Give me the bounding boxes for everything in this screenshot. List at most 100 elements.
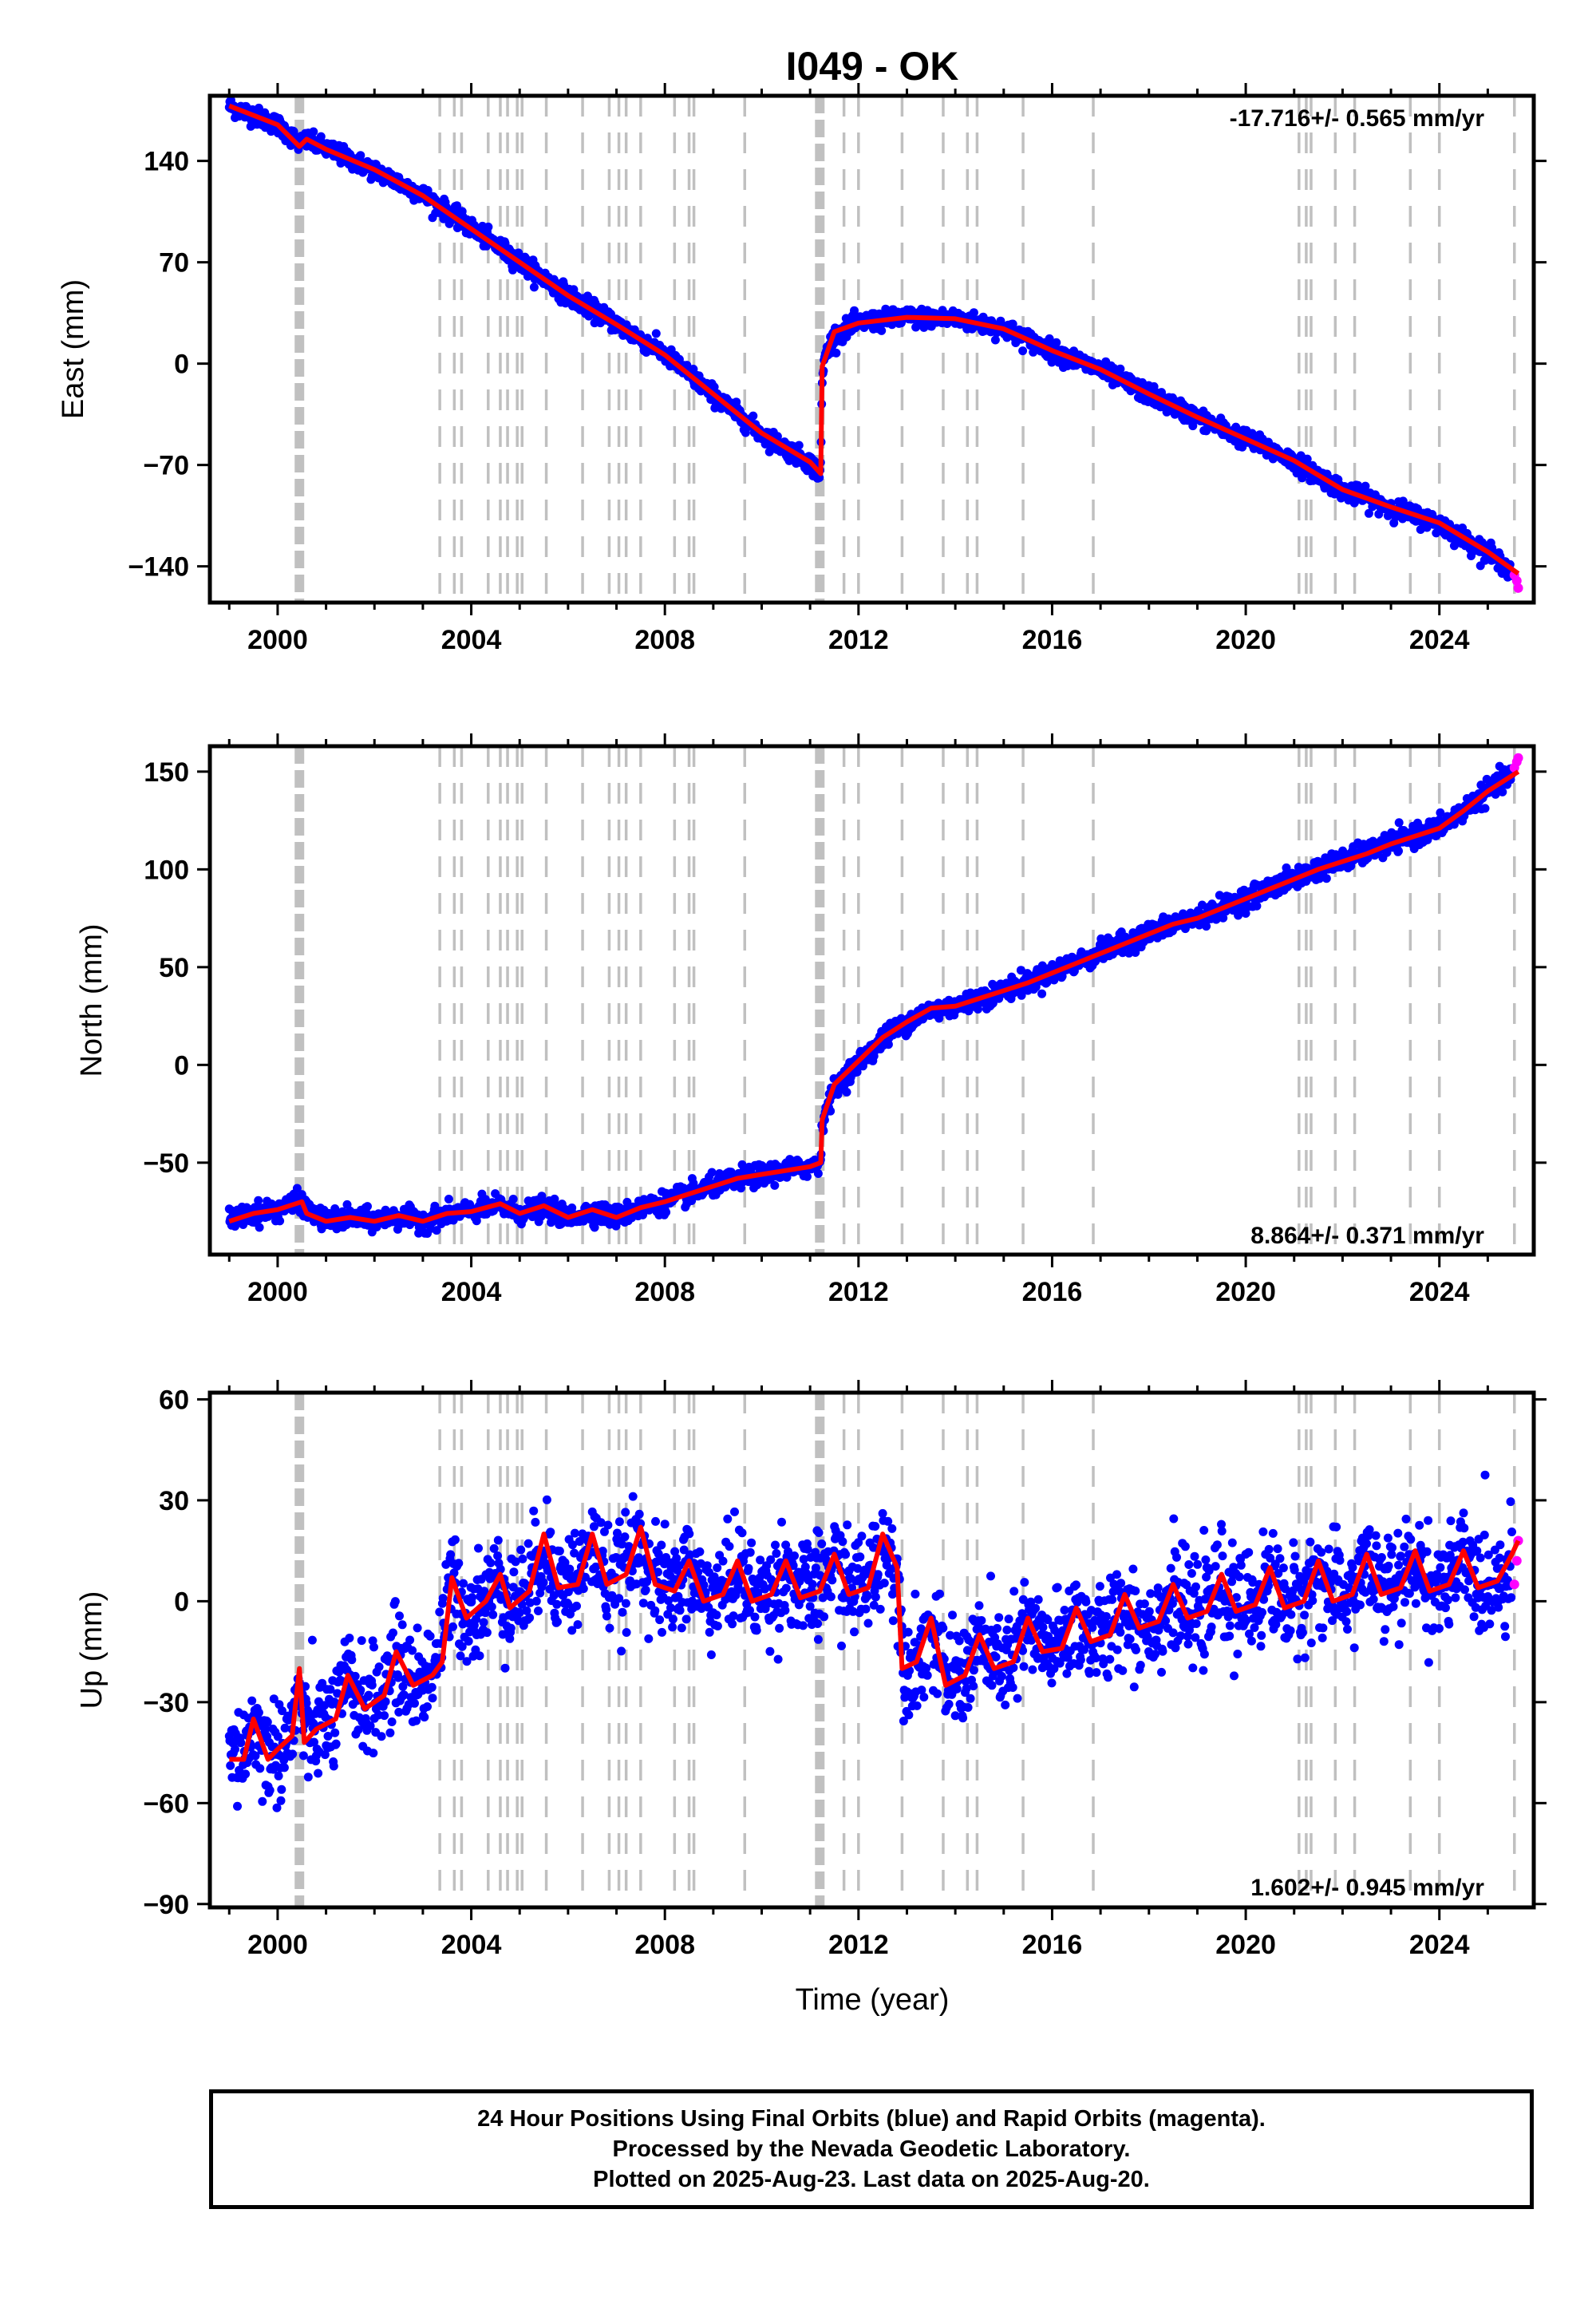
north-final-orbit-point [1131, 948, 1140, 957]
north-x-tick-label: 2016 [1022, 1277, 1083, 1307]
north-final-orbit-point [770, 1180, 780, 1190]
east-final-orbit-point [877, 326, 887, 335]
east-final-orbit-point [911, 322, 921, 332]
north-final-orbit-point [444, 1195, 453, 1203]
north-final-orbit-point [1017, 990, 1026, 1000]
up-final-orbit-point [272, 1803, 282, 1812]
up-final-orbit-point [307, 1635, 317, 1645]
up-panel: 2000 2004 2008 2012 2016 2020 202460300−30−60−… [75, 1380, 1547, 1960]
north-final-orbit-point [813, 1169, 823, 1178]
north-x-tick-label: 2024 [1409, 1277, 1470, 1307]
up-final-orbit-point [274, 1771, 283, 1780]
east-x-tick-label: 2020 [1215, 625, 1276, 655]
north-final-orbit-point [1321, 874, 1331, 883]
east-rapid-orbit-point [1511, 575, 1522, 586]
north-frame [207, 744, 1536, 1257]
north-x-tick-label: 2020 [1215, 1277, 1276, 1307]
north-y-tick-label: 0 [174, 1050, 189, 1081]
north-final-orbit-point [590, 1223, 599, 1232]
up-final-orbit-point [331, 1739, 341, 1749]
east-final-orbit-point [529, 283, 539, 292]
up-final-orbit-point [236, 1738, 246, 1748]
north-final-orbit-point [1252, 901, 1262, 911]
up-final-orbit-point [254, 1708, 263, 1717]
north-final-orbit-point [1498, 787, 1507, 796]
north-y-axis-label: North (mm) [75, 923, 109, 1077]
up-final-orbit-point [380, 1711, 389, 1721]
east-final-orbit-point [514, 248, 523, 258]
north-final-orbit-point [1037, 989, 1047, 998]
east-final-orbit-point [709, 382, 719, 392]
north-model-fit-line [228, 769, 1520, 1224]
east-final-orbit-point [651, 329, 661, 338]
east-panel: 2000 2004 2008 2012 2016 2020 2024140700−70−14… [57, 83, 1547, 655]
up-final-orbit-point [314, 1769, 323, 1778]
up-final-orbit-point [350, 1671, 360, 1681]
north-final-orbit-point [432, 1226, 441, 1235]
up-final-orbit-point [326, 1685, 335, 1694]
up-final-orbit-point [369, 1749, 378, 1758]
up-final-orbit-point [231, 1745, 239, 1754]
up-final-orbit-point [369, 1642, 378, 1652]
north-final-orbit-point [1118, 948, 1128, 958]
up-final-orbit-point [377, 1732, 386, 1741]
up-final-orbit-point [385, 1728, 395, 1737]
east-plot-area [224, 96, 1523, 603]
north-panel: 2000 2004 2008 2012 2016 2020 2024150100500−50… [75, 733, 1547, 1307]
north-final-orbit-point [842, 1088, 851, 1097]
up-final-orbit-point [318, 1678, 327, 1688]
north-final-orbit-point [363, 1202, 372, 1211]
east-final-orbit-point [794, 441, 804, 450]
north-rate-label: 8.864+/- 0.371 mm/yr [1250, 1223, 1484, 1249]
up-final-orbit-point [365, 1721, 375, 1730]
up-final-orbit-point [247, 1696, 257, 1705]
up-final-orbit-point [374, 1662, 384, 1672]
up-final-orbit-point [277, 1784, 286, 1794]
north-final-orbit-point [1241, 909, 1250, 918]
up-final-orbit-point [255, 1764, 265, 1773]
east-y-tick-label: 0 [174, 350, 189, 380]
up-final-orbit-point [298, 1751, 308, 1761]
north-final-orbit-point [707, 1168, 717, 1177]
north-final-orbit-point [753, 1180, 762, 1190]
north-final-orbit-point [687, 1196, 697, 1205]
up-final-orbit-point [347, 1655, 357, 1665]
up-final-orbit-point [381, 1697, 390, 1706]
east-rate-label: -17.716+/- 0.565 mm/yr [1230, 105, 1485, 132]
north-final-orbit-point [611, 1221, 621, 1231]
north-final-orbit-point [1394, 818, 1404, 828]
up-final-orbit-point [329, 1761, 338, 1771]
north-y-tick-label: 150 [144, 757, 189, 788]
up-final-orbit-point [397, 1620, 407, 1630]
up-final-orbit-point [394, 1707, 404, 1717]
north-x-tick-label: 2012 [828, 1277, 889, 1307]
east-final-orbit-point [1364, 508, 1373, 518]
east-y-tick-label: 140 [144, 147, 189, 177]
up-final-orbit-point [357, 1636, 366, 1646]
east-final-orbit-point [832, 348, 841, 358]
up-final-orbit-point [233, 1801, 242, 1811]
east-x-tick-label: 2024 [1409, 625, 1470, 655]
up-plot-area [224, 1393, 1523, 1907]
up-final-orbit-point [251, 1751, 260, 1761]
east-x-tick-label: 2012 [828, 625, 889, 655]
up-final-orbit-point [309, 1719, 318, 1728]
east-final-orbit-point [674, 354, 684, 364]
north-rapid-orbit-point [1513, 753, 1523, 763]
north-final-orbit-point [1049, 975, 1059, 985]
up-final-orbit-point [302, 1698, 311, 1708]
east-final-orbit-point [1302, 454, 1312, 464]
north-y-tick-label: −50 [143, 1148, 189, 1179]
north-x-tick-label: 2000 [247, 1277, 308, 1307]
north-final-orbit-point [255, 1223, 264, 1232]
up-final-orbit-point [389, 1628, 397, 1638]
up-final-orbit-point [263, 1717, 272, 1727]
east-final-orbit-point [356, 151, 365, 160]
up-final-orbit-point [280, 1723, 290, 1733]
east-final-orbit-point [850, 306, 859, 315]
east-final-orbit-point [749, 411, 758, 421]
north-final-orbit-point [1096, 934, 1106, 943]
north-final-orbit-point [1234, 911, 1243, 920]
up-final-orbit-point [367, 1681, 377, 1690]
